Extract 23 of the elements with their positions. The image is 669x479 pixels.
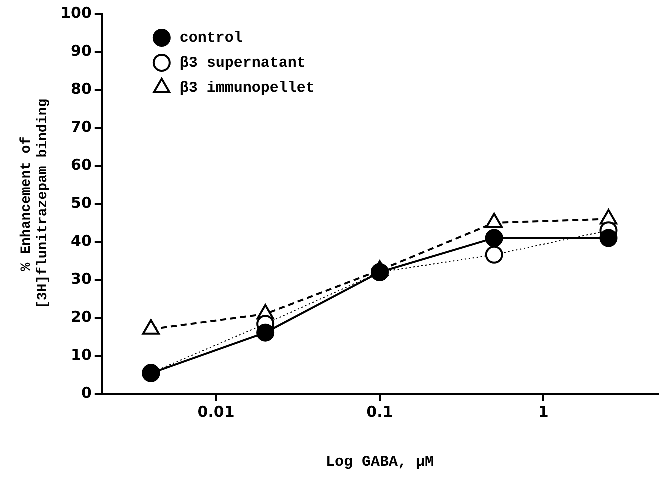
x-tick-label: 0.1 — [366, 402, 394, 421]
legend-label: β3 supernatant — [180, 54, 306, 72]
y-tick-label: 90 — [71, 42, 92, 60]
x-tick-label: 1 — [538, 402, 549, 421]
y-tick-label: 20 — [71, 308, 92, 326]
x-tick-label: 0.01 — [198, 402, 235, 421]
y-tick-label: 60 — [71, 156, 92, 174]
y-tick-label: 50 — [71, 194, 92, 212]
y-tick-label: 40 — [71, 232, 92, 250]
point — [600, 229, 618, 248]
y-tick-label: 100 — [60, 4, 92, 22]
x-axis-title: Log GABA, μM — [326, 454, 434, 471]
point — [485, 229, 504, 248]
y-tick-label: 10 — [71, 346, 92, 364]
y-tick-label: 30 — [71, 270, 92, 288]
point — [256, 324, 275, 342]
y-tick-label: 0 — [81, 384, 92, 402]
legend-label: control — [180, 30, 243, 47]
y-tick-label: 70 — [71, 118, 92, 136]
point — [485, 246, 504, 264]
y-axis-title: % Enhancement of [3H]flunitrazepam binding — [18, 98, 52, 310]
y-tick-label: 80 — [71, 80, 92, 98]
legend-label: β3 immunopellet — [180, 80, 315, 97]
